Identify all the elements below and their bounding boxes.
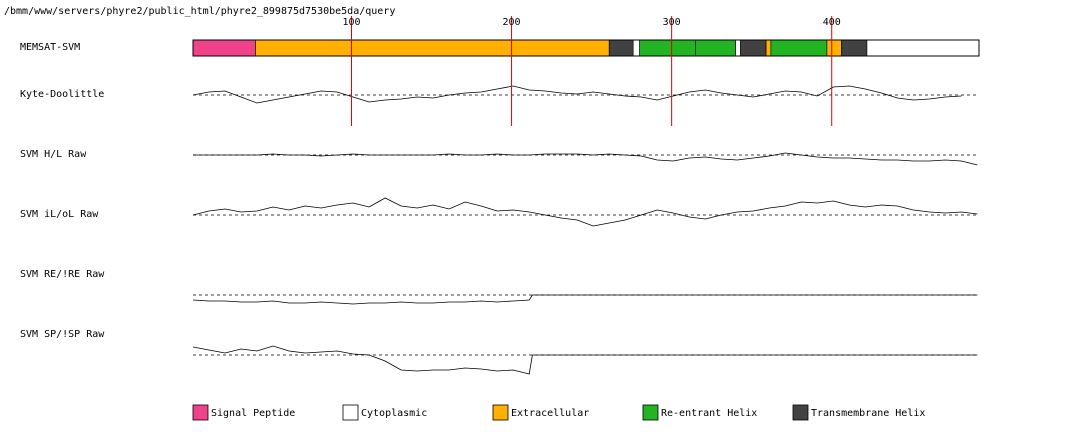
segment [866, 39, 980, 57]
segment [632, 39, 640, 57]
segment [192, 39, 256, 57]
profile-line [193, 152, 978, 166]
legend-label: Transmembrane Helix [811, 408, 925, 419]
track-label: MEMSAT-SVM [20, 42, 80, 53]
legend-swatch [642, 404, 659, 421]
legend-label: Signal Peptide [211, 408, 295, 419]
segment [639, 39, 696, 57]
legend-label: Extracellular [511, 408, 589, 419]
tick-label: 400 [823, 17, 841, 28]
profile-line [192, 85, 962, 104]
profile-line [192, 197, 978, 227]
segment [765, 39, 772, 57]
segment-outline [192, 39, 980, 57]
segment [770, 39, 828, 57]
tick-label: 100 [342, 17, 360, 28]
segment [740, 39, 767, 57]
legend-label: Cytoplasmic [361, 408, 427, 419]
legend-swatch [492, 404, 509, 421]
profile-line [192, 294, 978, 305]
segment [608, 39, 634, 57]
track-label: SVM iL/oL Raw [20, 209, 99, 220]
segment [255, 39, 610, 57]
segment [695, 39, 736, 57]
track-label: Kyte-Doolittle [20, 89, 104, 100]
profile-line [192, 345, 978, 375]
track-label: SVM SP/!SP Raw [20, 329, 105, 340]
segment [826, 39, 842, 57]
track-label: SVM RE/!RE Raw [20, 269, 105, 280]
legend-swatch [192, 404, 209, 421]
file-path: /bmm/www/servers/phyre2/public_html/phyr… [4, 6, 395, 17]
segment [841, 39, 868, 57]
legend-swatch [342, 404, 359, 421]
legend-label: Re-entrant Helix [661, 408, 757, 419]
tick-label: 300 [663, 17, 681, 28]
segment [735, 39, 741, 57]
legend-swatch [792, 404, 809, 421]
tick-label: 200 [503, 17, 521, 28]
track-label: SVM H/L Raw [20, 149, 87, 160]
